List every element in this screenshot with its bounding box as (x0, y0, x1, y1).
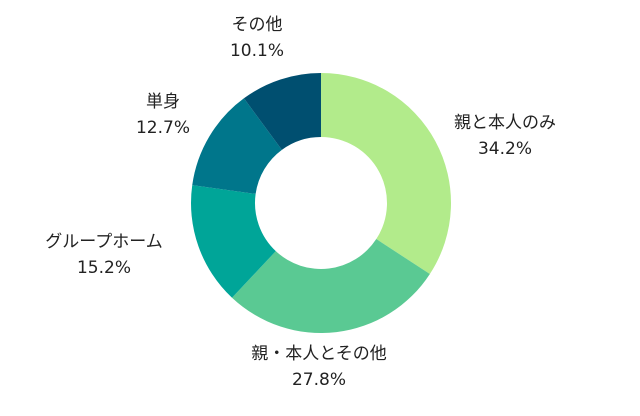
slice-value-group-home: 15.2% (77, 258, 131, 278)
slice-value-other: 10.1% (230, 41, 284, 61)
slice-parents-and-self (321, 73, 451, 275)
slice-label-parents-self-and-others: 親・本人とその他 (251, 344, 387, 364)
slice-value-living-alone: 12.7% (136, 118, 190, 138)
slice-value-parents-self-and-others: 27.8% (292, 370, 346, 390)
slice-label-group-home: グループホーム (45, 232, 162, 252)
slices-group (191, 73, 451, 333)
slice-group-home (191, 185, 276, 298)
slice-parents-self-and-others (232, 239, 430, 333)
labels-group: 親と本人のみ 34.2% 親・本人とその他 27.8% グループホーム 15.2% 単身 12… (45, 15, 556, 390)
slice-value-parents-and-self: 34.2% (478, 139, 532, 159)
slice-label-other: その他 (232, 15, 283, 35)
slice-label-living-alone: 単身 (146, 92, 180, 112)
slice-label-parents-and-self: 親と本人のみ (454, 113, 556, 133)
slice-other (243, 73, 321, 150)
slice-living-alone (192, 98, 282, 194)
